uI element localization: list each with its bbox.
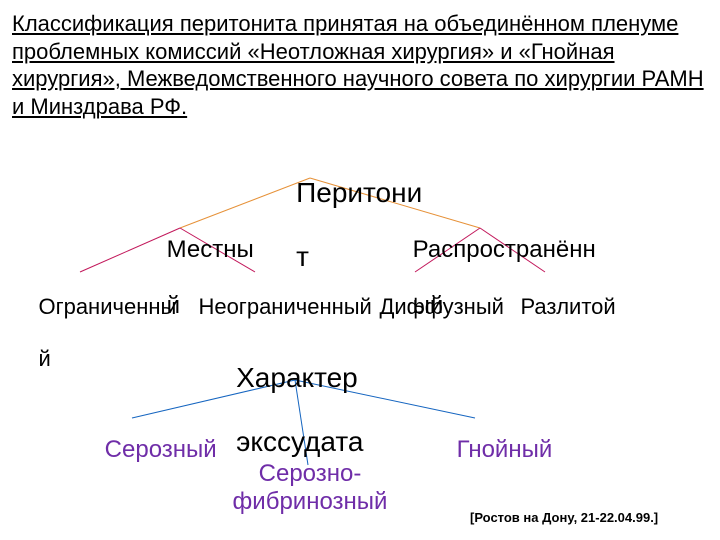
node-serfib-l1: Серозно- (259, 460, 362, 487)
node-local-l1: Местны (167, 236, 254, 263)
node-purulent: Гнойный (430, 408, 552, 492)
node-exudate-l1: Характер (236, 362, 358, 393)
node-poured: Разлитой (496, 268, 616, 346)
node-limited-l1: Ограниченны (38, 294, 176, 319)
node-unlimited-l1: Неограниченный (198, 294, 371, 319)
node-peritonit-l1: Перитони (296, 177, 422, 208)
node-serous-l1: Серозный (105, 436, 217, 463)
node-spread-l1: Распространённ (413, 236, 596, 263)
node-diffuse: Диффузный (355, 268, 504, 346)
citation-text: [Ростов на Дону, 21-22.04.99.] (470, 510, 658, 525)
diagram-stage: Классификация перитонита принятая на объ… (0, 0, 720, 540)
node-limited-l2: й (38, 346, 50, 371)
node-serfib: Серозно- фибринозный (220, 460, 400, 516)
node-poured-l1: Разлитой (520, 294, 615, 319)
node-serous: Серозный (78, 408, 217, 492)
node-purulent-l1: Гнойный (457, 436, 553, 463)
node-serfib-l2: фибринозный (233, 488, 388, 515)
node-diffuse-l1: Диффузный (379, 294, 503, 319)
node-exudate-l2: экссудата (236, 426, 363, 457)
page-title: Классификация перитонита принятая на объ… (12, 10, 708, 120)
node-limited: Ограниченны й (14, 268, 176, 398)
